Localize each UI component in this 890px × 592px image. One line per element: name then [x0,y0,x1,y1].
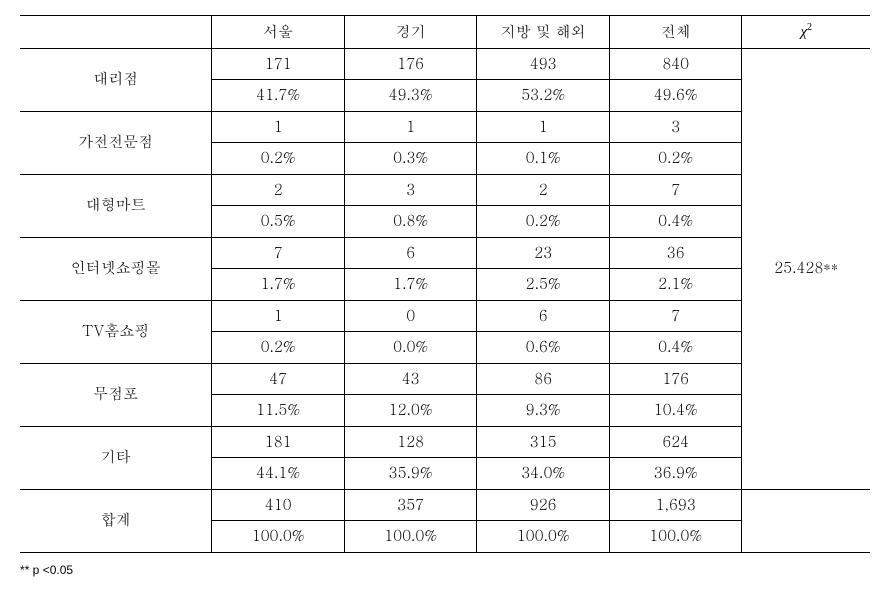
cell-pct: 100.0% [477,521,610,553]
cell-count: 7 [609,174,742,206]
cell-count: 176 [344,48,477,80]
cell-pct: 0.4% [609,332,742,364]
cell-count: 1 [344,111,477,143]
cell-pct: 12.0% [344,395,477,427]
cell-count: 1 [477,111,610,143]
row-label: 인터넷쇼핑몰 [20,237,212,300]
cell-pct: 0.0% [344,332,477,364]
cell-pct: 53.2% [477,80,610,112]
cell-count: 0 [344,300,477,332]
header-blank [20,16,212,49]
chi-value-cell: 25.428** [742,48,870,489]
cell-pct: 1.7% [212,269,345,301]
cell-count: 2 [477,174,610,206]
chi-blank-cell [742,489,870,552]
cell-pct: 100.0% [609,521,742,553]
cell-pct: 0.2% [212,143,345,175]
cell-pct: 0.6% [477,332,610,364]
cell-pct: 0.1% [477,143,610,175]
cell-pct: 0.2% [609,143,742,175]
cell-pct: 11.5% [212,395,345,427]
cell-pct: 49.3% [344,80,477,112]
cell-pct: 1.7% [344,269,477,301]
cell-count: 7 [609,300,742,332]
header-seoul: 서울 [212,16,345,49]
cell-pct: 0.2% [477,206,610,238]
cell-pct: 0.3% [344,143,477,175]
header-gyeonggi: 경기 [344,16,477,49]
row-label: 무점포 [20,363,212,426]
cell-count: 6 [344,237,477,269]
cell-pct: 34.0% [477,458,610,490]
cell-pct: 9.3% [477,395,610,427]
cell-count: 3 [609,111,742,143]
cell-count: 1 [212,300,345,332]
cell-pct: 41.7% [212,80,345,112]
cell-count: 6 [477,300,610,332]
cell-count: 23 [477,237,610,269]
cell-count: 2 [212,174,345,206]
cell-count: 3 [344,174,477,206]
cell-count: 926 [477,489,610,521]
table-row: 대리점 171 176 493 840 25.428** [20,48,870,80]
cell-count: 171 [212,48,345,80]
table-row: 합계 410 357 926 1,693 [20,489,870,521]
header-chi: χ2 [742,16,870,49]
cell-pct: 0.8% [344,206,477,238]
row-label: TV홈쇼핑 [20,300,212,363]
header-total: 전체 [609,16,742,49]
cell-pct: 2.5% [477,269,610,301]
cell-pct: 0.5% [212,206,345,238]
cell-count: 315 [477,426,610,458]
cell-count: 357 [344,489,477,521]
cell-count: 840 [609,48,742,80]
data-table: 서울 경기 지방 및 해외 전체 χ2 대리점 171 176 493 840 … [20,15,870,553]
cell-count: 624 [609,426,742,458]
cell-count: 181 [212,426,345,458]
row-label: 가전전문점 [20,111,212,174]
row-label: 대리점 [20,48,212,111]
cell-count: 43 [344,363,477,395]
cell-pct: 2.1% [609,269,742,301]
header-row: 서울 경기 지방 및 해외 전체 χ2 [20,16,870,49]
cell-count: 86 [477,363,610,395]
cell-pct: 36.9% [609,458,742,490]
cell-pct: 100.0% [344,521,477,553]
cell-count: 36 [609,237,742,269]
cell-count: 176 [609,363,742,395]
cell-pct: 100.0% [212,521,345,553]
cell-pct: 0.2% [212,332,345,364]
cell-count: 1 [212,111,345,143]
row-label: 기타 [20,426,212,489]
cell-pct: 10.4% [609,395,742,427]
row-label: 합계 [20,489,212,552]
header-other: 지방 및 해외 [477,16,610,49]
footnote: ** p <0.05 [20,563,870,577]
cell-pct: 0.4% [609,206,742,238]
cell-count: 493 [477,48,610,80]
cell-pct: 44.1% [212,458,345,490]
cell-count: 410 [212,489,345,521]
row-label: 대형마트 [20,174,212,237]
cell-count: 47 [212,363,345,395]
cell-pct: 35.9% [344,458,477,490]
cell-count: 1,693 [609,489,742,521]
cell-pct: 49.6% [609,80,742,112]
cell-count: 7 [212,237,345,269]
cell-count: 128 [344,426,477,458]
